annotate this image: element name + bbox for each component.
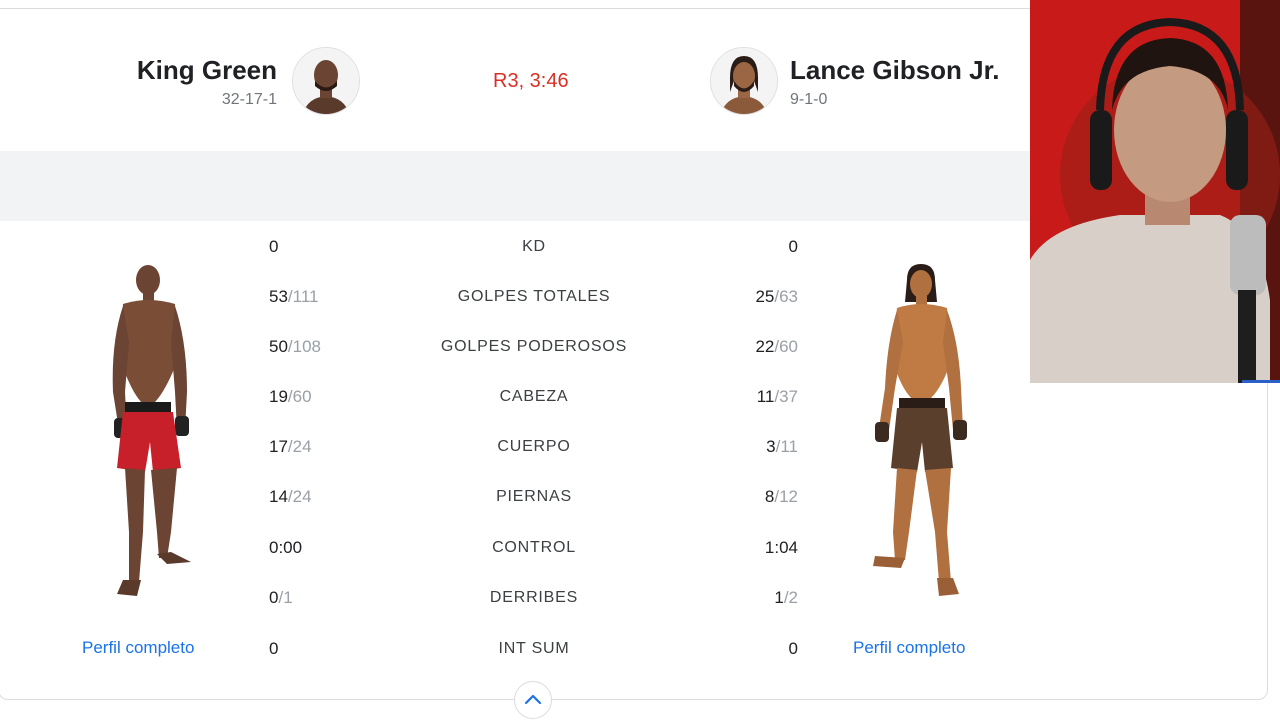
- stat-right-value: 0: [788, 237, 798, 256]
- stat-label: INT SUM: [498, 640, 570, 657]
- stat-label: GOLPES TOTALES: [457, 288, 611, 305]
- stat-right-value: 11/37: [756, 387, 798, 406]
- stat-row-derribes: 0/1 DERRIBES 1/2: [0, 586, 1030, 610]
- stat-row-cabeza: 19/60 CABEZA 11/37: [0, 385, 1030, 409]
- fighter-left-full-body-image: [95, 262, 205, 602]
- grey-separator-band: [0, 151, 1030, 221]
- stat-label: CABEZA: [499, 388, 569, 405]
- stat-left-value: 19/60: [269, 387, 312, 406]
- stat-left-value: 0: [269, 237, 279, 256]
- stat-left-value: 53/111: [269, 287, 319, 306]
- stat-row-control: 0:00 CONTROL 1:04: [0, 536, 1030, 560]
- stat-row-golpes-poderosos: 50/108 GOLPES PODEROSOS 22/60: [0, 335, 1030, 359]
- stat-label: PIERNAS: [496, 488, 572, 505]
- stat-row-cuerpo: 17/24 CUERPO 3/11: [0, 435, 1030, 459]
- stat-left-value: 14/24: [269, 487, 312, 506]
- stat-row-piernas: 14/24 PIERNAS 8/12: [0, 485, 1030, 509]
- stat-left-value: 0:00: [269, 538, 303, 557]
- fight-header: King Green 32-17-1 R3, 3:46 Lance Gibson…: [0, 0, 1030, 145]
- stat-left-value: 0: [269, 639, 279, 658]
- stat-right-value: 22/60: [755, 337, 798, 356]
- stat-label: DERRIBES: [489, 589, 579, 606]
- fighter-left-name[interactable]: King Green: [136, 55, 277, 85]
- stat-right-value: 1:04: [764, 538, 798, 557]
- fight-status: R3, 3:46: [493, 70, 569, 92]
- stat-right-value: 3/11: [766, 437, 798, 456]
- fighter-right-name[interactable]: Lance Gibson Jr.: [790, 55, 1000, 85]
- fighter-left-profile-link[interactable]: Perfil completo: [82, 638, 195, 657]
- stat-right-value: 25/63: [755, 287, 798, 306]
- fighter-left-avatar[interactable]: [292, 47, 360, 115]
- webcam-overlay: [1030, 0, 1280, 383]
- stat-row-kd: 0 KD 0: [0, 235, 1030, 259]
- fighter-right-record: 9-1-0: [790, 91, 828, 108]
- fighter-right-profile-link[interactable]: Perfil completo: [853, 638, 966, 657]
- fighter-right-full-body-image: [865, 262, 975, 602]
- stat-right-value: 0: [788, 639, 798, 658]
- stat-row-int-sum: 0 INT SUM 0: [0, 637, 1030, 661]
- fighter-left-record: 32-17-1: [221, 91, 277, 108]
- stat-left-value: 17/24: [269, 437, 312, 456]
- chevron-up-icon: [524, 694, 542, 705]
- stat-left-value: 0/1: [269, 588, 293, 607]
- stat-left-value: 50/108: [269, 337, 322, 356]
- stat-right-value: 1/2: [774, 588, 798, 607]
- collapse-button[interactable]: [514, 681, 552, 719]
- stat-row-golpes-totales: 53/111 GOLPES TOTALES 25/63: [0, 285, 1030, 309]
- stat-right-value: 8/12: [764, 487, 798, 506]
- stat-label: CONTROL: [492, 539, 576, 556]
- stat-label: KD: [522, 238, 546, 255]
- stat-label: GOLPES PODEROSOS: [440, 338, 628, 355]
- stat-label: CUERPO: [497, 438, 571, 455]
- fighter-right-avatar[interactable]: [710, 47, 778, 115]
